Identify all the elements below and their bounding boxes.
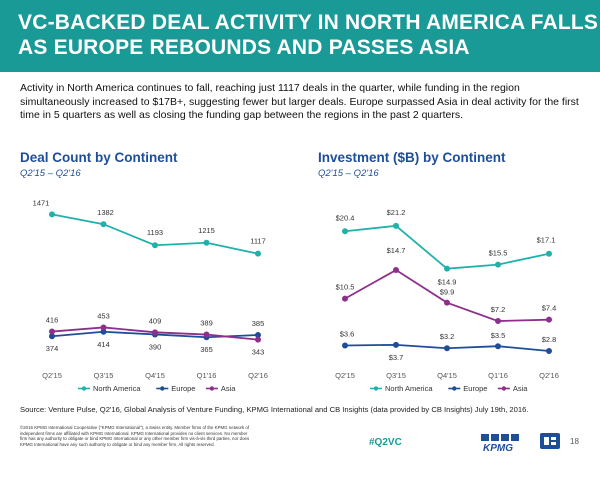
data-point (546, 347, 552, 354)
legend-swatch-marker (501, 386, 507, 391)
data-point (444, 299, 450, 306)
data-label: 409 (149, 316, 162, 325)
data-point (393, 222, 399, 229)
data-point (495, 318, 501, 325)
data-point (495, 343, 501, 350)
data-point (342, 342, 348, 349)
source-note: Source: Venture Pulse, Q2'16, Global Ana… (20, 405, 529, 414)
data-point (152, 242, 158, 249)
page-title: VC-BACKED DEAL ACTIVITY IN NORTH AMERICA… (18, 11, 599, 59)
x-tick-label: Q3'15 (94, 371, 114, 380)
data-label: 385 (252, 319, 265, 328)
x-tick-label: Q2'15 (335, 371, 355, 380)
data-point (49, 333, 55, 340)
data-label: $7.2 (491, 305, 506, 314)
x-tick-label: Q2'15 (42, 371, 62, 380)
legend-swatch-marker (160, 386, 165, 391)
data-label: 389 (200, 319, 213, 328)
data-label: 416 (46, 316, 59, 325)
legend-entry: Europe (463, 384, 487, 393)
data-point (100, 328, 107, 335)
data-point (393, 267, 399, 274)
legend-swatch-marker (373, 386, 379, 391)
data-label: $14.7 (387, 246, 406, 255)
data-label: $14.9 (438, 278, 457, 287)
legend-entry: North America (93, 384, 141, 393)
data-label: $20.4 (336, 213, 355, 222)
data-label: $3.7 (389, 353, 404, 362)
data-label: 414 (97, 340, 110, 349)
data-label: $21.2 (387, 208, 406, 217)
left-chart-subtitle: Q2'15 – Q2'16 (20, 168, 81, 179)
data-label: $17.1 (537, 236, 556, 245)
data-point (203, 331, 210, 338)
data-label: $3.5 (491, 331, 506, 340)
legend-entry: Asia (221, 384, 236, 393)
kpmg-logo-text: KPMG (483, 443, 513, 452)
x-tick-label: Q4'15 (145, 371, 165, 380)
right-chart-title: Investment ($B) by Continent (318, 150, 506, 165)
data-point (255, 250, 261, 257)
series-line-north-america (344, 224, 550, 270)
data-label: 390 (149, 342, 162, 351)
data-point (100, 221, 107, 228)
legend-entry: Asia (513, 384, 528, 393)
data-point (546, 250, 552, 257)
data-label: $10.5 (336, 283, 355, 292)
data-label: 365 (200, 345, 213, 354)
page-number: 18 (570, 437, 579, 446)
x-tick-label: Q2'16 (539, 371, 559, 380)
x-tick-label: Q2'16 (248, 371, 268, 380)
data-point (546, 316, 552, 323)
cb-insights-logo (540, 433, 560, 449)
data-label: 453 (97, 311, 110, 320)
data-label: 374 (46, 344, 59, 353)
data-label: 1471 (33, 198, 50, 207)
data-label: 1382 (97, 208, 114, 217)
data-point (495, 261, 501, 268)
x-tick-label: Q3'15 (386, 371, 406, 380)
data-point (255, 336, 261, 343)
legend-swatch-marker (209, 386, 215, 391)
x-tick-label: Q1'16 (197, 371, 217, 380)
data-point (444, 265, 450, 272)
hashtag: #Q2VC (369, 437, 402, 448)
data-point (255, 332, 261, 338)
right-chart-subtitle: Q2'15 – Q2'16 (318, 168, 379, 179)
legend-entry: Europe (171, 384, 195, 393)
data-label: $15.5 (489, 249, 508, 258)
data-label: 1117 (250, 237, 266, 246)
data-point (444, 345, 450, 352)
legal-disclaimer: ©2016 KPMG International Cooperative ("K… (20, 425, 250, 447)
data-label: 1215 (198, 226, 215, 235)
summary-text: Activity in North America continues to f… (20, 82, 579, 121)
legend-swatch-marker (81, 386, 87, 391)
data-point (393, 341, 399, 348)
left-chart-title: Deal Count by Continent (20, 150, 178, 165)
data-label: 343 (252, 348, 265, 357)
legend-entry: North America (385, 384, 433, 393)
data-point (49, 328, 55, 335)
data-point (152, 329, 158, 336)
legend-swatch-marker (452, 386, 457, 391)
title-banner: VC-BACKED DEAL ACTIVITY IN NORTH AMERICA… (0, 0, 600, 72)
kpmg-logo: KPMG (481, 434, 519, 452)
data-point (203, 239, 210, 246)
data-point (49, 211, 55, 218)
data-label: $7.4 (542, 304, 557, 313)
data-label: $2.8 (542, 335, 557, 344)
data-label: $9.9 (440, 288, 455, 297)
x-tick-label: Q1'16 (488, 371, 508, 380)
data-label: $3.2 (440, 332, 455, 341)
data-point (342, 228, 348, 235)
data-point (342, 295, 348, 302)
data-label: 1193 (147, 228, 163, 237)
data-point (100, 324, 107, 331)
x-tick-label: Q4'15 (437, 371, 457, 380)
data-label: $3.6 (340, 330, 355, 339)
